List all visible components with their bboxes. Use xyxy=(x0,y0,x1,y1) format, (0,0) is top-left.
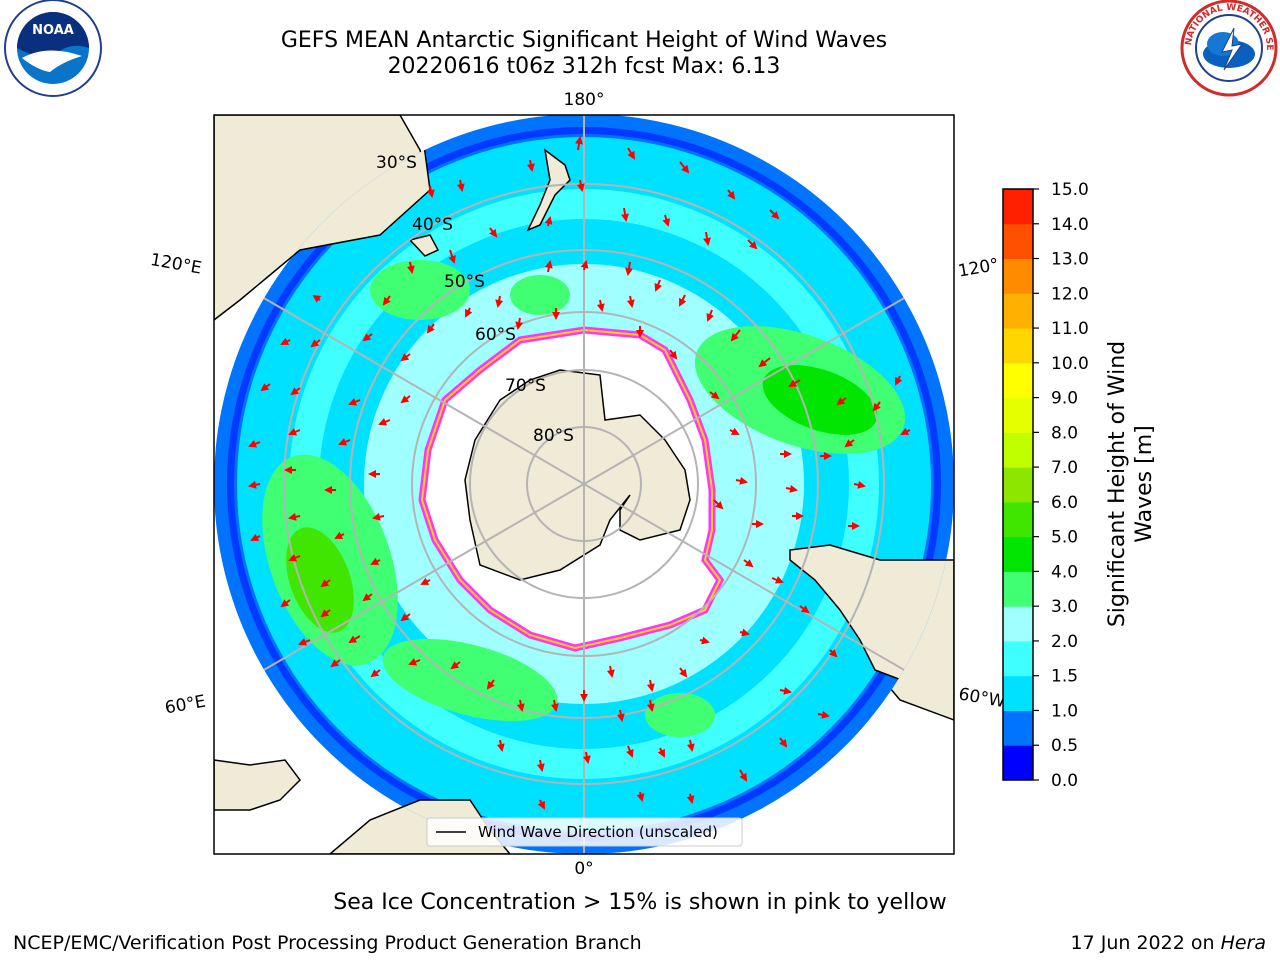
noaa-logo: NOAA xyxy=(4,0,102,97)
colorbar-bin xyxy=(1003,501,1033,538)
colorbar-tick-label: 9.0 xyxy=(1051,389,1078,409)
lat-label-70s: 70°S xyxy=(505,376,546,396)
colorbar-bin xyxy=(1003,640,1033,677)
colorbar-frame xyxy=(1002,188,1034,781)
noaa-logo-text: NOAA xyxy=(32,23,74,38)
colorbar-tick-label: 6.0 xyxy=(1051,493,1078,513)
lat-label-40s: 40°S xyxy=(412,215,453,235)
colorbar-tick-label: 3.0 xyxy=(1051,597,1078,617)
colorbar-bin xyxy=(1003,675,1033,711)
sea-ice-caption: Sea Ice Concentration > 15% is shown in … xyxy=(333,890,947,915)
wind-wave-arrows xyxy=(248,136,911,810)
colorbar-tick-label: 0.0 xyxy=(1051,771,1078,791)
chart-subtitle: 20220616 t06z 312h fcst Max: 6.13 xyxy=(387,54,781,79)
legend-label: Wind Wave Direction (unscaled) xyxy=(478,823,718,841)
lat-label-80s: 80°S xyxy=(533,426,574,446)
colorbar-bin xyxy=(1003,536,1033,572)
africa-land xyxy=(214,759,301,811)
colorbar-bin xyxy=(1003,710,1033,746)
colorbar-tick-label: 11.0 xyxy=(1051,319,1089,339)
colorbar-tick-label: 2.0 xyxy=(1051,632,1078,652)
colorbar-label-line2: Waves [m] xyxy=(1132,425,1157,542)
colorbar-tick-label: 7.0 xyxy=(1051,458,1078,478)
footer-date-text: 17 Jun 2022 on xyxy=(1070,932,1221,954)
map-frame xyxy=(213,114,955,855)
lat-label-30s: 30°S xyxy=(376,153,417,173)
colorbar-tick-label: 10.0 xyxy=(1051,354,1089,374)
colorbar-bin xyxy=(1003,362,1033,399)
lon-label-180: 180° xyxy=(564,90,605,110)
colorbar-tick-label: 1.0 xyxy=(1051,701,1078,721)
footer-credit: NCEP/EMC/Verification Post Processing Pr… xyxy=(13,932,642,954)
colorbar-bin xyxy=(1003,189,1033,225)
colorbar-bin xyxy=(1003,571,1033,607)
footer-host: Hera xyxy=(1220,932,1266,954)
colorbar-bin xyxy=(1003,258,1033,294)
antarctica-land xyxy=(464,369,691,581)
colorbar-bin xyxy=(1003,467,1033,503)
nws-logo: NATIONAL WEATHER SERVICE xyxy=(1178,0,1278,97)
lon-label-0: 0° xyxy=(574,859,593,879)
new-zealand-land xyxy=(526,148,571,232)
footer-date: 17 Jun 2022 on Hera xyxy=(1071,932,1266,954)
lat-label-50s: 50°S xyxy=(444,272,485,292)
colorbar-tick-label: 4.0 xyxy=(1051,562,1078,582)
colorbar-tick-label: 0.5 xyxy=(1051,736,1078,756)
colorbar-bin xyxy=(1003,432,1033,468)
lat-label-60s: 60°S xyxy=(475,325,516,345)
colorbar-tick-label: 5.0 xyxy=(1051,528,1078,548)
colorbar-bin xyxy=(1003,606,1033,642)
colorbar-tick-label: 15.0 xyxy=(1051,180,1089,200)
colorbar-tick-label: 13.0 xyxy=(1051,250,1089,270)
map-legend xyxy=(426,817,743,847)
wave-patch-south xyxy=(382,638,558,722)
colorbar-bin xyxy=(1003,223,1033,260)
colorbar-tick-label: 12.0 xyxy=(1051,284,1089,304)
colorbar-tick-label: 14.0 xyxy=(1051,215,1089,235)
colorbar-bin xyxy=(1003,293,1033,329)
colorbar-tick-label: 1.5 xyxy=(1051,667,1078,687)
chart-title: GEFS MEAN Antarctic Significant Height o… xyxy=(280,28,888,53)
colorbar-label-line1: Significant Height of Wind xyxy=(1105,341,1130,627)
colorbar-bin xyxy=(1003,328,1033,364)
colorbar-tick-label: 8.0 xyxy=(1051,423,1078,443)
colorbar-bin xyxy=(1003,397,1033,433)
colorbar-bin xyxy=(1003,745,1033,781)
